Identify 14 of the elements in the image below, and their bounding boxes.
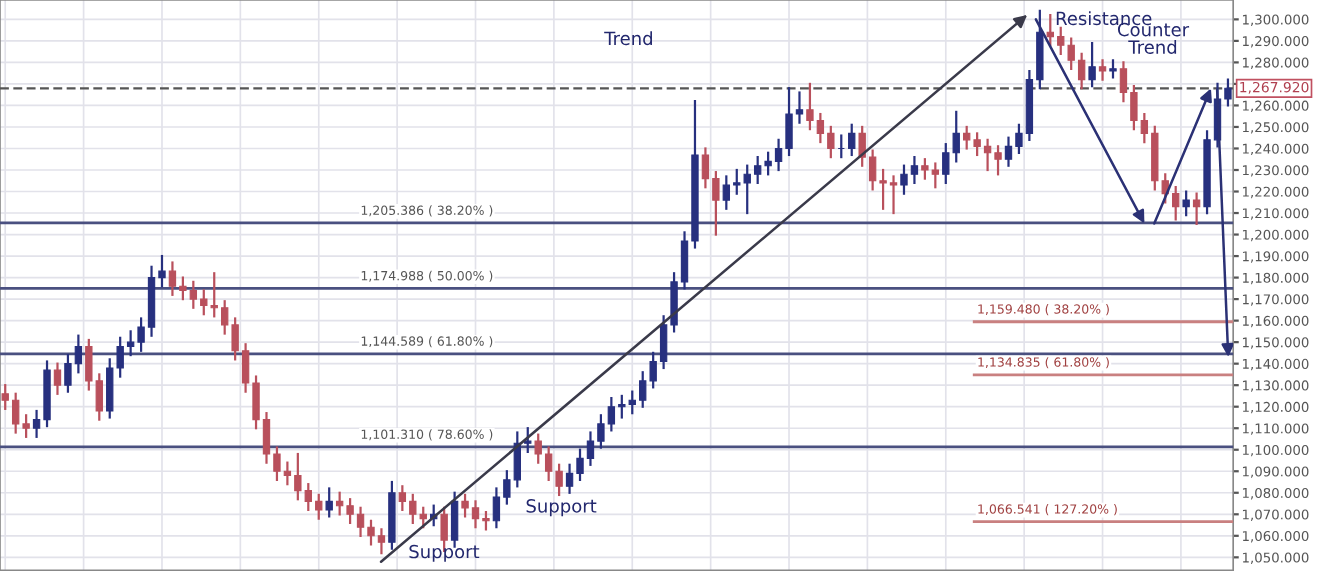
candlestick bbox=[1098, 59, 1107, 81]
candlestick bbox=[450, 491, 459, 548]
candlestick bbox=[325, 487, 333, 518]
annotation: Trend bbox=[604, 31, 652, 46]
candlestick bbox=[1192, 192, 1201, 225]
candlestick bbox=[1088, 41, 1096, 88]
annotation: Support bbox=[526, 499, 597, 517]
annotation: Resistance bbox=[1056, 11, 1152, 26]
annotation: Support bbox=[409, 544, 480, 562]
annotation: Counter Trend bbox=[1117, 22, 1190, 54]
candlestick bbox=[848, 123, 856, 157]
candlestick bbox=[53, 362, 62, 395]
candlestick bbox=[524, 427, 532, 453]
candlestick bbox=[1182, 190, 1190, 217]
